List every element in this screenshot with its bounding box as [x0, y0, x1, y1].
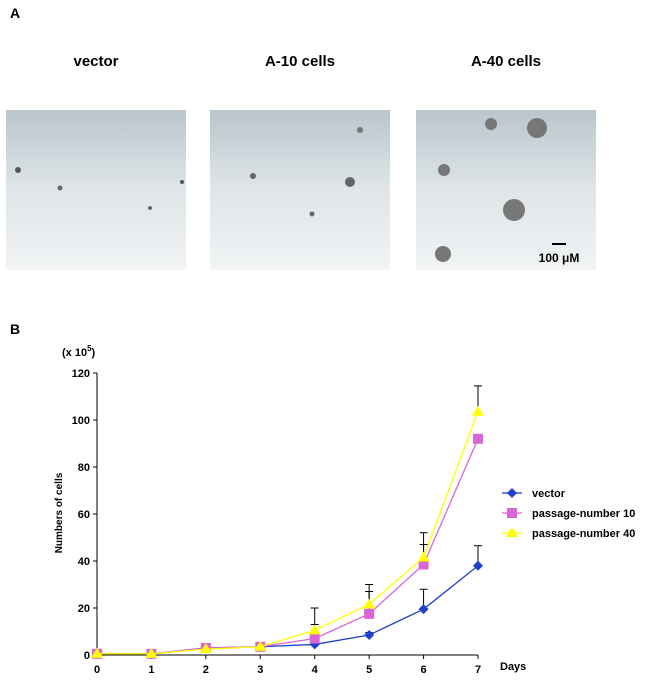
marker [472, 405, 484, 416]
marker [91, 647, 103, 658]
x-tick-label: 1 [148, 664, 154, 676]
marker [308, 624, 321, 635]
x-tick-label: 5 [366, 664, 372, 676]
micrograph [210, 110, 390, 270]
y-tick-label: 0 [84, 650, 90, 662]
marker [418, 559, 429, 570]
marker [309, 633, 320, 644]
marker [418, 604, 429, 615]
x-axis-label: Days [500, 661, 526, 673]
x-tick-label: 7 [475, 664, 481, 676]
marker [364, 630, 375, 641]
image-title: A-10 cells [265, 53, 335, 70]
marker [364, 608, 375, 619]
y-tick-label: 100 [72, 415, 90, 427]
legend-marker [506, 527, 518, 537]
scale-bar-label: 100 μM [539, 251, 580, 265]
marker [199, 643, 212, 654]
legend-label: passage-number 40 [532, 528, 635, 540]
x-tick-label: 6 [421, 664, 427, 676]
panel-label: B [10, 321, 20, 337]
image-title: vector [73, 53, 118, 70]
y-tick-label: 20 [78, 603, 90, 615]
legend-marker [507, 488, 517, 498]
y-tick-label: 120 [72, 368, 90, 380]
panel-label: A [10, 5, 20, 21]
marker [254, 640, 267, 651]
marker [473, 560, 483, 571]
legend-label: vector [532, 488, 566, 500]
micrograph [6, 110, 186, 270]
series-line [97, 411, 479, 655]
marker [145, 647, 158, 658]
marker [473, 433, 483, 444]
micrograph [416, 110, 596, 270]
marker [363, 598, 376, 609]
marker [417, 551, 430, 562]
x-tick-label: 4 [312, 664, 319, 676]
image-title: A-40 cells [471, 53, 541, 70]
legend-label: passage-number 10 [532, 508, 635, 520]
y-tick-label: 80 [78, 462, 90, 474]
series-line [97, 438, 479, 655]
x-tick-label: 0 [94, 664, 100, 676]
y-tick-label: 60 [78, 509, 90, 521]
legend-marker [507, 508, 517, 518]
x-tick-label: 3 [257, 664, 263, 676]
x-tick-label: 2 [203, 664, 209, 676]
y-unit: (x 105) [62, 344, 96, 359]
y-axis-label: Numbers of cells [54, 472, 65, 553]
y-tick-label: 40 [78, 556, 90, 568]
